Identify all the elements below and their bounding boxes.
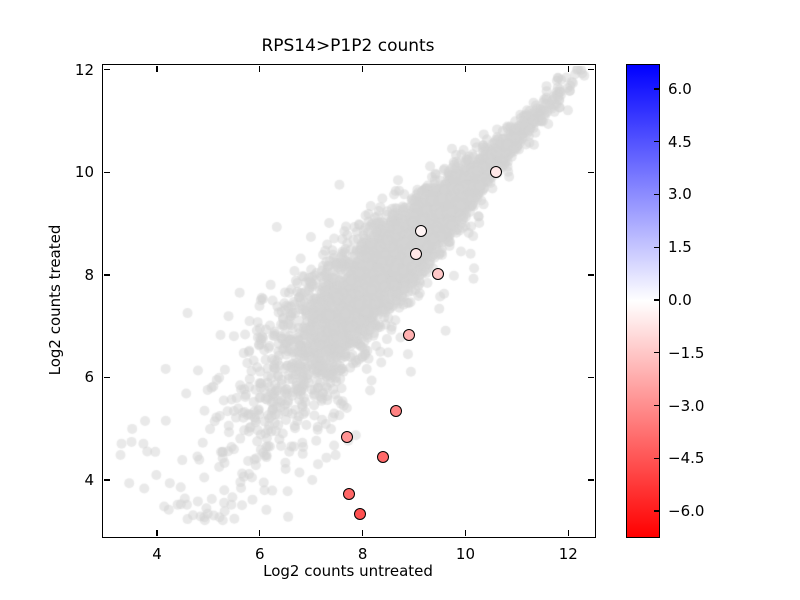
y-tick-right <box>588 171 594 173</box>
colorbar-tick-label: −3.0 <box>668 396 705 415</box>
colorbar-tick-label: 6.0 <box>668 79 692 98</box>
colorbar-tick-label: 4.5 <box>668 132 692 151</box>
colorbar-tick-label: 0.0 <box>668 291 692 309</box>
scatter-cloud-canvas <box>103 65 596 538</box>
colorbar-tick <box>653 299 660 301</box>
highlighted-point <box>402 328 415 341</box>
y-tick-right <box>588 274 594 276</box>
highlighted-point <box>376 450 389 463</box>
y-tick-right <box>588 68 594 71</box>
y-tick-label: 12 <box>74 60 94 79</box>
colorbar-tick <box>653 404 660 407</box>
y-tick <box>103 376 110 379</box>
highlighted-point <box>490 166 503 179</box>
chart-title: RPS14>P1P2 counts <box>261 36 435 56</box>
x-tick <box>567 530 569 536</box>
x-tick-label: 10 <box>455 545 476 563</box>
x-tick <box>464 530 467 536</box>
x-tick-label: 8 <box>357 545 368 563</box>
y-tick-label: 10 <box>74 163 94 182</box>
y-tick-label: 4 <box>84 471 94 490</box>
highlighted-point <box>414 225 427 238</box>
colorbar-tick <box>653 141 660 143</box>
x-tick-top <box>567 65 569 72</box>
y-tick-label: 6 <box>84 368 94 387</box>
colorbar-tick-label: −6.0 <box>668 502 705 521</box>
y-tick-right <box>588 479 594 481</box>
colorbar-gradient <box>626 64 660 538</box>
x-tick <box>259 530 261 536</box>
highlighted-point <box>410 248 423 261</box>
colorbar-tick-label: −1.5 <box>668 343 705 362</box>
y-tick <box>103 274 110 276</box>
x-tick-top <box>156 65 158 72</box>
highlighted-point <box>340 430 353 443</box>
y-tick-right <box>588 376 594 379</box>
x-tick <box>362 530 364 536</box>
colorbar-tick-label: −4.5 <box>668 449 705 468</box>
x-tick-top <box>362 65 364 72</box>
x-tick-top <box>259 65 261 72</box>
highlighted-point <box>353 508 366 521</box>
x-tick-label: 12 <box>558 545 578 563</box>
colorbar-tick <box>653 246 660 248</box>
y-tick <box>103 479 110 481</box>
colorbar-tick-label: 1.5 <box>668 238 692 257</box>
highlighted-point <box>343 488 356 501</box>
highlighted-point <box>432 268 445 281</box>
y-tick <box>103 171 110 173</box>
colorbar-tick <box>653 352 660 354</box>
x-tick-label: 4 <box>152 545 162 563</box>
x-tick-label: 6 <box>255 545 265 563</box>
x-axis-label: Log2 counts untreated <box>263 562 433 580</box>
colorbar-tick-label: 3.0 <box>668 185 692 204</box>
colorbar-tick <box>653 193 660 196</box>
colorbar-tick <box>653 457 660 459</box>
x-tick <box>156 530 158 536</box>
y-tick <box>103 68 110 71</box>
y-tick-label: 8 <box>84 265 94 284</box>
x-tick-top <box>464 65 467 72</box>
colorbar-tick <box>653 88 660 90</box>
y-axis-label: Log2 counts treated <box>46 224 64 376</box>
colorbar-tick <box>653 510 660 512</box>
highlighted-point <box>389 404 402 417</box>
